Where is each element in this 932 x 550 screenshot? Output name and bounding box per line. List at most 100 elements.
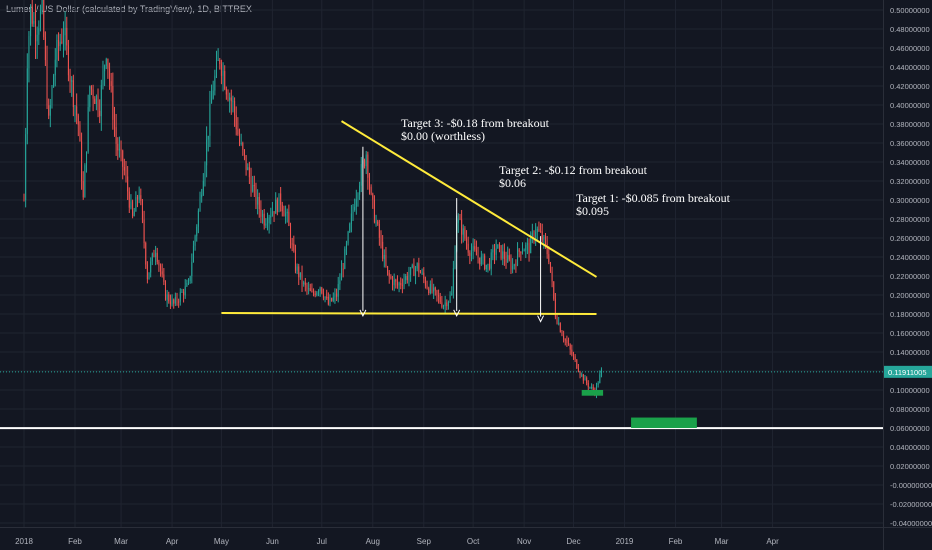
candle-body: [95, 95, 97, 104]
candle-body: [196, 226, 198, 237]
candle-body: [439, 296, 441, 303]
candle-body: [564, 339, 566, 341]
y-tick-label: 0.02000000: [890, 462, 930, 471]
target-box[interactable]: [581, 390, 604, 396]
candle-body: [184, 286, 186, 296]
candle-body: [280, 193, 282, 205]
candle-body: [313, 291, 315, 294]
x-tick-label: Nov: [517, 537, 531, 546]
candle-body: [118, 148, 120, 151]
y-tick-label: 0.38000000: [890, 120, 930, 129]
candle-body: [128, 191, 130, 208]
candle-body: [270, 215, 272, 218]
candle-body: [252, 185, 254, 192]
candle-body: [137, 197, 139, 200]
candle-body: [530, 235, 532, 254]
candle-body: [214, 75, 216, 91]
candle-body: [466, 238, 468, 244]
candle-body: [306, 284, 308, 289]
x-tick-label: Feb: [669, 537, 683, 546]
candle-body: [469, 252, 471, 256]
candle-body: [512, 265, 514, 270]
arrow-head-icon: [537, 315, 545, 323]
candle-body: [56, 39, 58, 60]
candle-body: [250, 177, 252, 192]
candle-body: [112, 86, 114, 120]
candle-body: [599, 374, 601, 384]
candle-body: [495, 248, 497, 255]
candle-body: [69, 75, 71, 82]
candle-body: [189, 276, 191, 281]
candle-body: [76, 106, 78, 116]
candle-body: [490, 252, 492, 269]
candle-body: [99, 110, 101, 117]
candle-body: [49, 105, 51, 116]
candle-body: [584, 377, 586, 381]
candle-body: [90, 86, 92, 90]
candle-body: [79, 124, 81, 142]
candle-body: [461, 219, 463, 235]
annotation-line: $0.06: [499, 176, 526, 190]
support-trendline[interactable]: [221, 312, 597, 315]
candle-body: [217, 60, 219, 62]
candle-body: [72, 80, 74, 108]
annotation-line: Target 3: -$0.18 from breakout: [401, 116, 550, 130]
candle-body: [487, 263, 489, 265]
candle-body: [286, 211, 288, 214]
candle-body: [474, 246, 476, 250]
candle-body: [197, 210, 199, 227]
candle-body: [168, 294, 170, 302]
candle-body: [419, 272, 421, 274]
candle-body: [396, 281, 398, 286]
candle-body: [229, 97, 231, 100]
candle-body: [48, 105, 50, 116]
y-tick-label: -0.00000000: [890, 481, 932, 490]
candle-body: [393, 279, 395, 286]
candle-body: [260, 209, 262, 217]
candle-body: [597, 383, 599, 385]
descending-trendline[interactable]: [340, 120, 598, 278]
y-tick-label: 0.40000000: [890, 101, 930, 110]
candle-body: [296, 266, 298, 271]
candle-body: [587, 383, 589, 388]
candle-body: [569, 344, 571, 350]
y-tick-label: 0.42000000: [890, 82, 930, 91]
candle-body: [158, 261, 160, 266]
candle-body: [169, 301, 171, 305]
candle-body: [117, 143, 119, 151]
candle-body: [321, 287, 323, 294]
candle-body: [288, 211, 290, 226]
candle-body: [255, 186, 257, 205]
target-box[interactable]: [631, 417, 697, 428]
candle-body: [61, 41, 63, 43]
candle-body: [46, 60, 48, 106]
candle-body: [130, 201, 132, 208]
candle-body: [43, 0, 45, 38]
candle-body: [176, 297, 178, 302]
candle-body: [413, 265, 415, 276]
candle-body: [247, 167, 249, 170]
y-tick-label: 0.24000000: [890, 253, 930, 262]
candle-body: [475, 249, 477, 256]
candle-body: [513, 264, 515, 266]
candle-body: [207, 135, 209, 140]
candle-body: [204, 165, 206, 181]
candle-body: [554, 298, 556, 318]
candle-body: [276, 199, 278, 212]
candle-body: [507, 255, 509, 263]
candle-body: [140, 195, 142, 201]
candle-body: [536, 228, 538, 233]
candle-body: [309, 288, 311, 291]
candle-body: [337, 284, 339, 297]
candle-body: [141, 200, 143, 220]
x-tick-label: Mar: [715, 537, 729, 546]
candle-body: [582, 374, 584, 381]
candle-body: [62, 35, 64, 42]
candle-body: [222, 70, 224, 76]
candle-body: [405, 276, 407, 281]
candle-body: [551, 271, 553, 282]
candle-body: [253, 185, 255, 187]
candle-body: [525, 244, 527, 251]
candle-body: [574, 356, 576, 360]
